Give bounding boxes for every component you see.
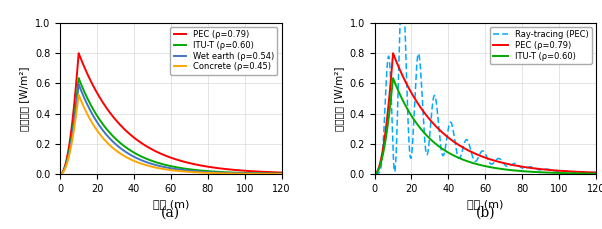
PEC (ρ=0.79) <box>75 52 82 55</box>
ITU-T (ρ=0.60) <box>250 172 257 174</box>
PEC (ρ=0.79) <box>588 171 595 174</box>
Y-axis label: 전력밀도 [W/m²]: 전력밀도 [W/m²] <box>19 66 29 131</box>
Concrete (ρ=0.45) <box>82 109 89 112</box>
Wet earth (ρ=0.54) <box>141 160 149 163</box>
ITU-T (ρ=0.60) <box>141 157 149 160</box>
Line: Wet earth (ρ=0.54): Wet earth (ρ=0.54) <box>60 84 282 174</box>
ITU-T (ρ=0.60) <box>456 157 463 160</box>
Line: PEC (ρ=0.79): PEC (ρ=0.79) <box>374 53 596 174</box>
ITU-T (ρ=0.60) <box>592 172 600 175</box>
Text: (a): (a) <box>161 205 181 219</box>
Wet earth (ρ=0.54) <box>151 163 158 166</box>
Line: ITU-T (ρ=0.60): ITU-T (ρ=0.60) <box>60 78 282 174</box>
Concrete (ρ=0.45) <box>278 173 285 175</box>
PEC (ρ=0.79) <box>151 150 158 152</box>
ITU-T (ρ=0.60) <box>75 77 82 79</box>
PEC (ρ=0.79) <box>95 94 102 97</box>
ITU-T (ρ=0.60) <box>396 93 403 96</box>
Ray-tracing (PEC) <box>409 133 417 135</box>
Y-axis label: 전력밀도 [W/m²]: 전력밀도 [W/m²] <box>334 66 344 131</box>
ITU-T (ρ=0.60) <box>82 93 89 96</box>
Wet earth (ρ=0.54) <box>75 83 82 85</box>
Concrete (ρ=0.45) <box>141 164 149 166</box>
Wet earth (ρ=0.54) <box>250 172 257 175</box>
PEC (ρ=0.79) <box>141 144 149 147</box>
Wet earth (ρ=0.54) <box>278 172 285 175</box>
X-axis label: 거리 (m): 거리 (m) <box>153 199 189 209</box>
PEC (ρ=0.79) <box>57 173 64 175</box>
PEC (ρ=0.79) <box>465 150 473 152</box>
Text: (b): (b) <box>476 205 495 219</box>
PEC (ρ=0.79) <box>409 94 417 97</box>
Concrete (ρ=0.45) <box>75 93 82 96</box>
ITU-T (ρ=0.60) <box>371 173 378 175</box>
PEC (ρ=0.79) <box>389 52 397 55</box>
X-axis label: 거리 (m): 거리 (m) <box>467 199 503 209</box>
ITU-T (ρ=0.60) <box>274 172 281 175</box>
Concrete (ρ=0.45) <box>250 172 257 175</box>
Concrete (ρ=0.45) <box>57 173 64 175</box>
PEC (ρ=0.79) <box>82 69 89 71</box>
Ray-tracing (PEC) <box>465 143 473 146</box>
Line: Ray-tracing (PEC): Ray-tracing (PEC) <box>374 0 596 174</box>
PEC (ρ=0.79) <box>278 171 285 174</box>
ITU-T (ρ=0.60) <box>588 172 595 175</box>
Concrete (ρ=0.45) <box>95 131 102 134</box>
ITU-T (ρ=0.60) <box>465 161 473 163</box>
Line: PEC (ρ=0.79): PEC (ρ=0.79) <box>60 53 282 174</box>
PEC (ρ=0.79) <box>592 171 600 174</box>
Concrete (ρ=0.45) <box>151 166 158 169</box>
ITU-T (ρ=0.60) <box>57 173 64 175</box>
ITU-T (ρ=0.60) <box>278 172 285 175</box>
Ray-tracing (PEC) <box>396 26 403 29</box>
Ray-tracing (PEC) <box>592 171 600 174</box>
PEC (ρ=0.79) <box>371 173 378 175</box>
Line: Concrete (ρ=0.45): Concrete (ρ=0.45) <box>60 95 282 174</box>
ITU-T (ρ=0.60) <box>95 117 102 120</box>
Wet earth (ρ=0.54) <box>57 173 64 175</box>
Wet earth (ρ=0.54) <box>274 172 281 175</box>
PEC (ρ=0.79) <box>564 170 571 173</box>
Ray-tracing (PEC) <box>456 157 463 160</box>
PEC (ρ=0.79) <box>274 171 281 174</box>
Legend: PEC (ρ=0.79), ITU-T (ρ=0.60), Wet earth (ρ=0.54), Concrete (ρ=0.45): PEC (ρ=0.79), ITU-T (ρ=0.60), Wet earth … <box>170 27 278 75</box>
Ray-tracing (PEC) <box>588 171 595 174</box>
Line: ITU-T (ρ=0.60): ITU-T (ρ=0.60) <box>374 78 596 174</box>
Wet earth (ρ=0.54) <box>95 123 102 126</box>
Ray-tracing (PEC) <box>371 173 378 175</box>
ITU-T (ρ=0.60) <box>409 117 417 120</box>
ITU-T (ρ=0.60) <box>151 161 158 163</box>
Ray-tracing (PEC) <box>564 170 571 173</box>
Legend: Ray-tracing (PEC), PEC (ρ=0.79), ITU-T (ρ=0.60): Ray-tracing (PEC), PEC (ρ=0.79), ITU-T (… <box>490 27 592 64</box>
PEC (ρ=0.79) <box>456 144 463 147</box>
ITU-T (ρ=0.60) <box>389 77 397 79</box>
ITU-T (ρ=0.60) <box>564 172 571 174</box>
Wet earth (ρ=0.54) <box>82 100 89 102</box>
PEC (ρ=0.79) <box>396 69 403 71</box>
Concrete (ρ=0.45) <box>274 172 281 175</box>
PEC (ρ=0.79) <box>250 170 257 173</box>
